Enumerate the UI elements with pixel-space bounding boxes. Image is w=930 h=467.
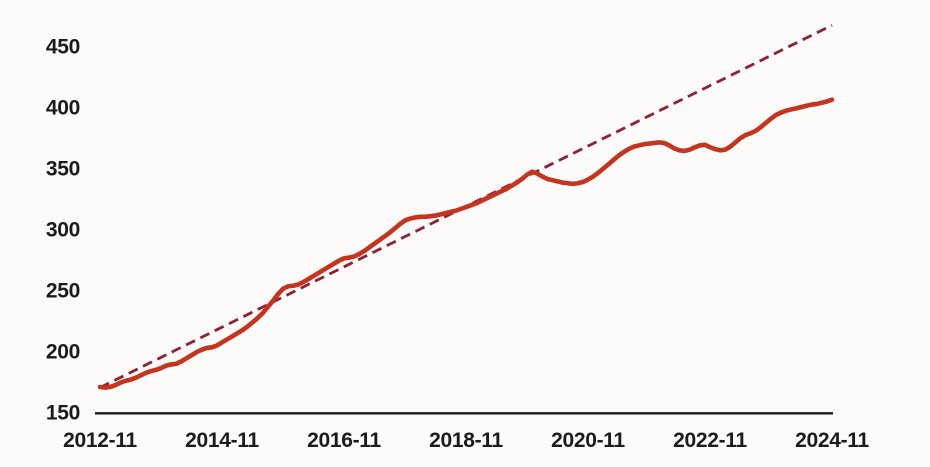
y-tick-label: 400: [46, 97, 80, 120]
x-tick-label: 2016-11: [307, 429, 381, 452]
x-tick-label: 2020-11: [551, 429, 625, 452]
y-tick-label: 150: [46, 402, 80, 425]
x-tick-label: 2012-11: [63, 429, 137, 452]
x-tick-label: 2022-11: [673, 429, 747, 452]
y-tick-label: 250: [46, 280, 80, 303]
y-tick-label: 450: [46, 36, 80, 59]
index-series-line: [97, 97, 835, 390]
y-tick-label: 300: [46, 219, 80, 242]
y-tick-label: 200: [46, 341, 80, 364]
x-tick-label: 2024-11: [795, 429, 869, 452]
y-tick-label: 350: [46, 158, 80, 181]
x-tick-label: 2014-11: [185, 429, 259, 452]
x-tick-label: 2018-11: [429, 429, 503, 452]
